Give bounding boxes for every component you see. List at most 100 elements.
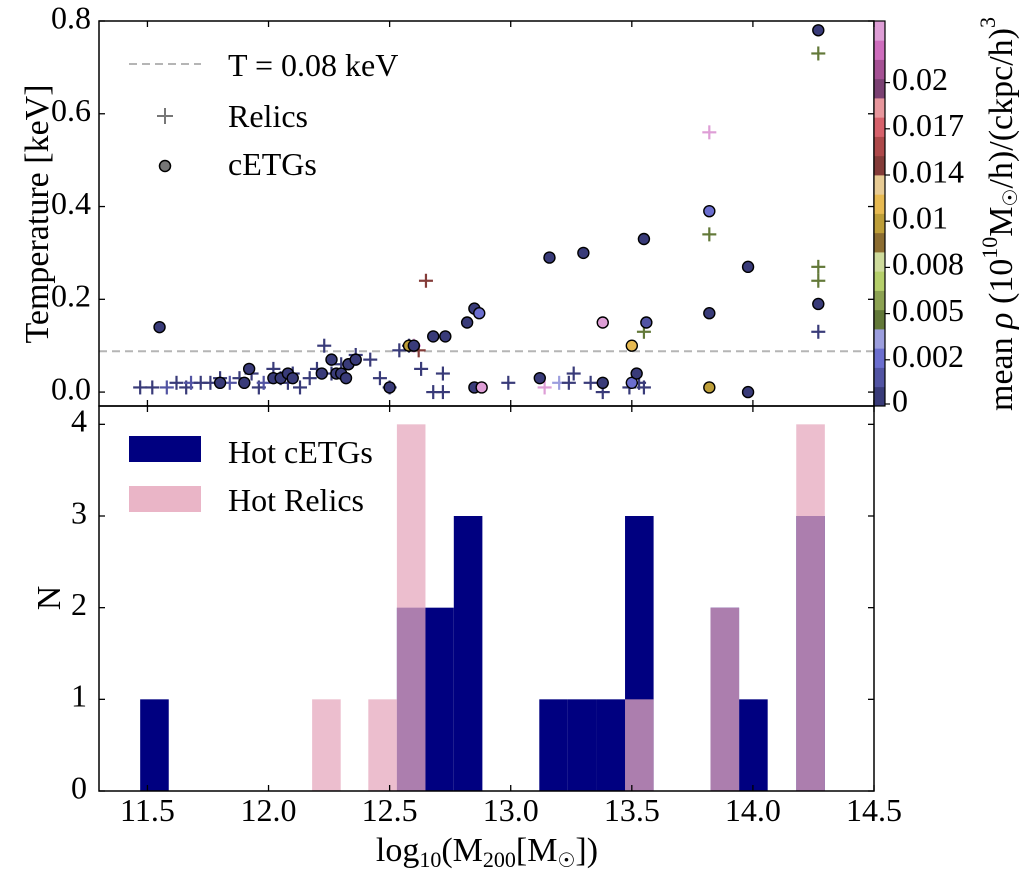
cetg-point (812, 24, 825, 37)
bottom-y-tick-label: 3 (71, 494, 87, 530)
relic-point (372, 371, 387, 386)
top-x-ticks (146, 21, 875, 406)
cetg-point (439, 330, 452, 343)
cetg-point (349, 353, 362, 366)
cetgs-legend-marker (158, 159, 172, 173)
relic-point (392, 343, 407, 358)
cetg-point (543, 251, 556, 264)
x-tick-label: 13.0 (483, 792, 539, 828)
relic-point (317, 338, 332, 353)
colorbar-tick-label: 0.002 (892, 338, 964, 374)
relic-point (414, 361, 429, 376)
x-tick-label: 12.5 (362, 792, 418, 828)
top-plot-area (99, 24, 874, 400)
colorbar-cell (874, 59, 885, 80)
relic-point (636, 380, 651, 395)
hot-cetgs-bar (140, 699, 169, 791)
threshold-legend-label: T = 0.08 keV (228, 47, 398, 83)
colorbar-cell (874, 290, 885, 311)
relic-point (702, 227, 717, 242)
cetg-point (703, 381, 716, 394)
top-y-tick-label: 0.0 (51, 370, 91, 406)
hot-cetgs-bar (453, 516, 483, 791)
cetg-point (383, 381, 396, 394)
bottom-y-axis-label: N (31, 586, 68, 611)
colorbar-cell (874, 194, 885, 214)
colorbar-cell (874, 386, 885, 407)
cetg-point (315, 367, 329, 380)
relics-legend-label: Relics (228, 98, 308, 134)
bottom-y-tick-label: 1 (71, 678, 87, 714)
colorbar-cell (874, 40, 885, 60)
colorbar-tick-label: 0.02 (892, 61, 948, 97)
bottom-legend: Hot cETGs Hot Relics (129, 434, 373, 518)
cetg-point (625, 339, 639, 352)
cetg-point (533, 371, 546, 385)
bottom-y-axis: 0 1 2 3 4 (71, 403, 874, 805)
bottom-y-tick-label: 0 (71, 769, 87, 805)
relic-point (811, 46, 826, 61)
relic-point (169, 375, 184, 390)
relic-point (435, 366, 450, 381)
hot-relics-bar (368, 699, 397, 791)
bottom-y-tick-label: 4 (71, 403, 87, 439)
hot-cetgs-bar (596, 699, 626, 791)
x-tick-label: 11.5 (120, 792, 175, 828)
x-tick-label: 13.5 (604, 792, 660, 828)
colorbar-cells (874, 21, 885, 407)
colorbar-cell (874, 213, 885, 234)
hot-cetgs-bar (425, 607, 454, 791)
relic-point (435, 385, 450, 400)
relic-point (293, 380, 308, 395)
cetg-point (460, 316, 474, 329)
relic-point (583, 375, 598, 390)
cetg-point (325, 353, 338, 366)
cetg-point (339, 371, 353, 385)
colorbar-cell (874, 78, 885, 99)
cetg-point (238, 376, 251, 390)
bottom-plot-area (140, 424, 825, 791)
cetg-point (703, 204, 716, 218)
cetg-point (473, 307, 486, 320)
colorbar-label: mean ρ (1010M☉/h)/(ckpc/h)3 (975, 17, 1021, 411)
colorbar-cell (874, 232, 885, 253)
colorbar-tick-label: 0.008 (892, 246, 964, 282)
hot-cetgs-legend-label: Hot cETGs (228, 434, 373, 470)
bottom-axes-frame (98, 405, 875, 792)
top-y-tick-label: 0.4 (51, 185, 91, 221)
colorbar-cell (874, 98, 885, 118)
cetg-point (407, 339, 421, 352)
x-tick-label: 14.5 (846, 792, 902, 828)
cetg-point (640, 316, 653, 329)
colorbar-cell (874, 329, 885, 349)
hot-cetgs-legend-swatch (129, 436, 201, 462)
cetg-point (577, 246, 590, 260)
relic-point (363, 352, 378, 367)
relic-point (561, 375, 576, 390)
colorbar-cell (874, 309, 885, 330)
colorbar-tick-label: 0.014 (892, 153, 964, 189)
relic-point (537, 380, 552, 395)
cetg-point (630, 367, 643, 380)
relic-point (133, 380, 148, 395)
relic-point (418, 273, 433, 288)
cetg-point (703, 307, 716, 320)
colorbar-cell (874, 155, 885, 176)
hot-relics-legend-label: Hot Relics (228, 482, 364, 518)
hot-relics-bar (312, 699, 341, 791)
top-y-tick-label: 0.6 (51, 92, 91, 128)
relic-point (811, 259, 826, 274)
hot-cetgs-bar (739, 699, 768, 791)
cetg-point (741, 260, 755, 274)
relic-point (159, 380, 174, 395)
top-legend: T = 0.08 keV Relics cETGs (129, 47, 398, 182)
relics-legend-marker (157, 108, 173, 124)
colorbar-cell (874, 175, 885, 195)
top-panel: 0.0 0.2 0.4 0.6 0.8 Temperature [keV] T = 0.… (19, 0, 875, 407)
hot-relics-bar (625, 699, 654, 791)
colorbar-cell (874, 136, 885, 157)
colorbar-tick-label: 0.017 (892, 107, 964, 143)
x-tick-label: 12.0 (241, 792, 297, 828)
colorbar-cell (874, 21, 885, 41)
